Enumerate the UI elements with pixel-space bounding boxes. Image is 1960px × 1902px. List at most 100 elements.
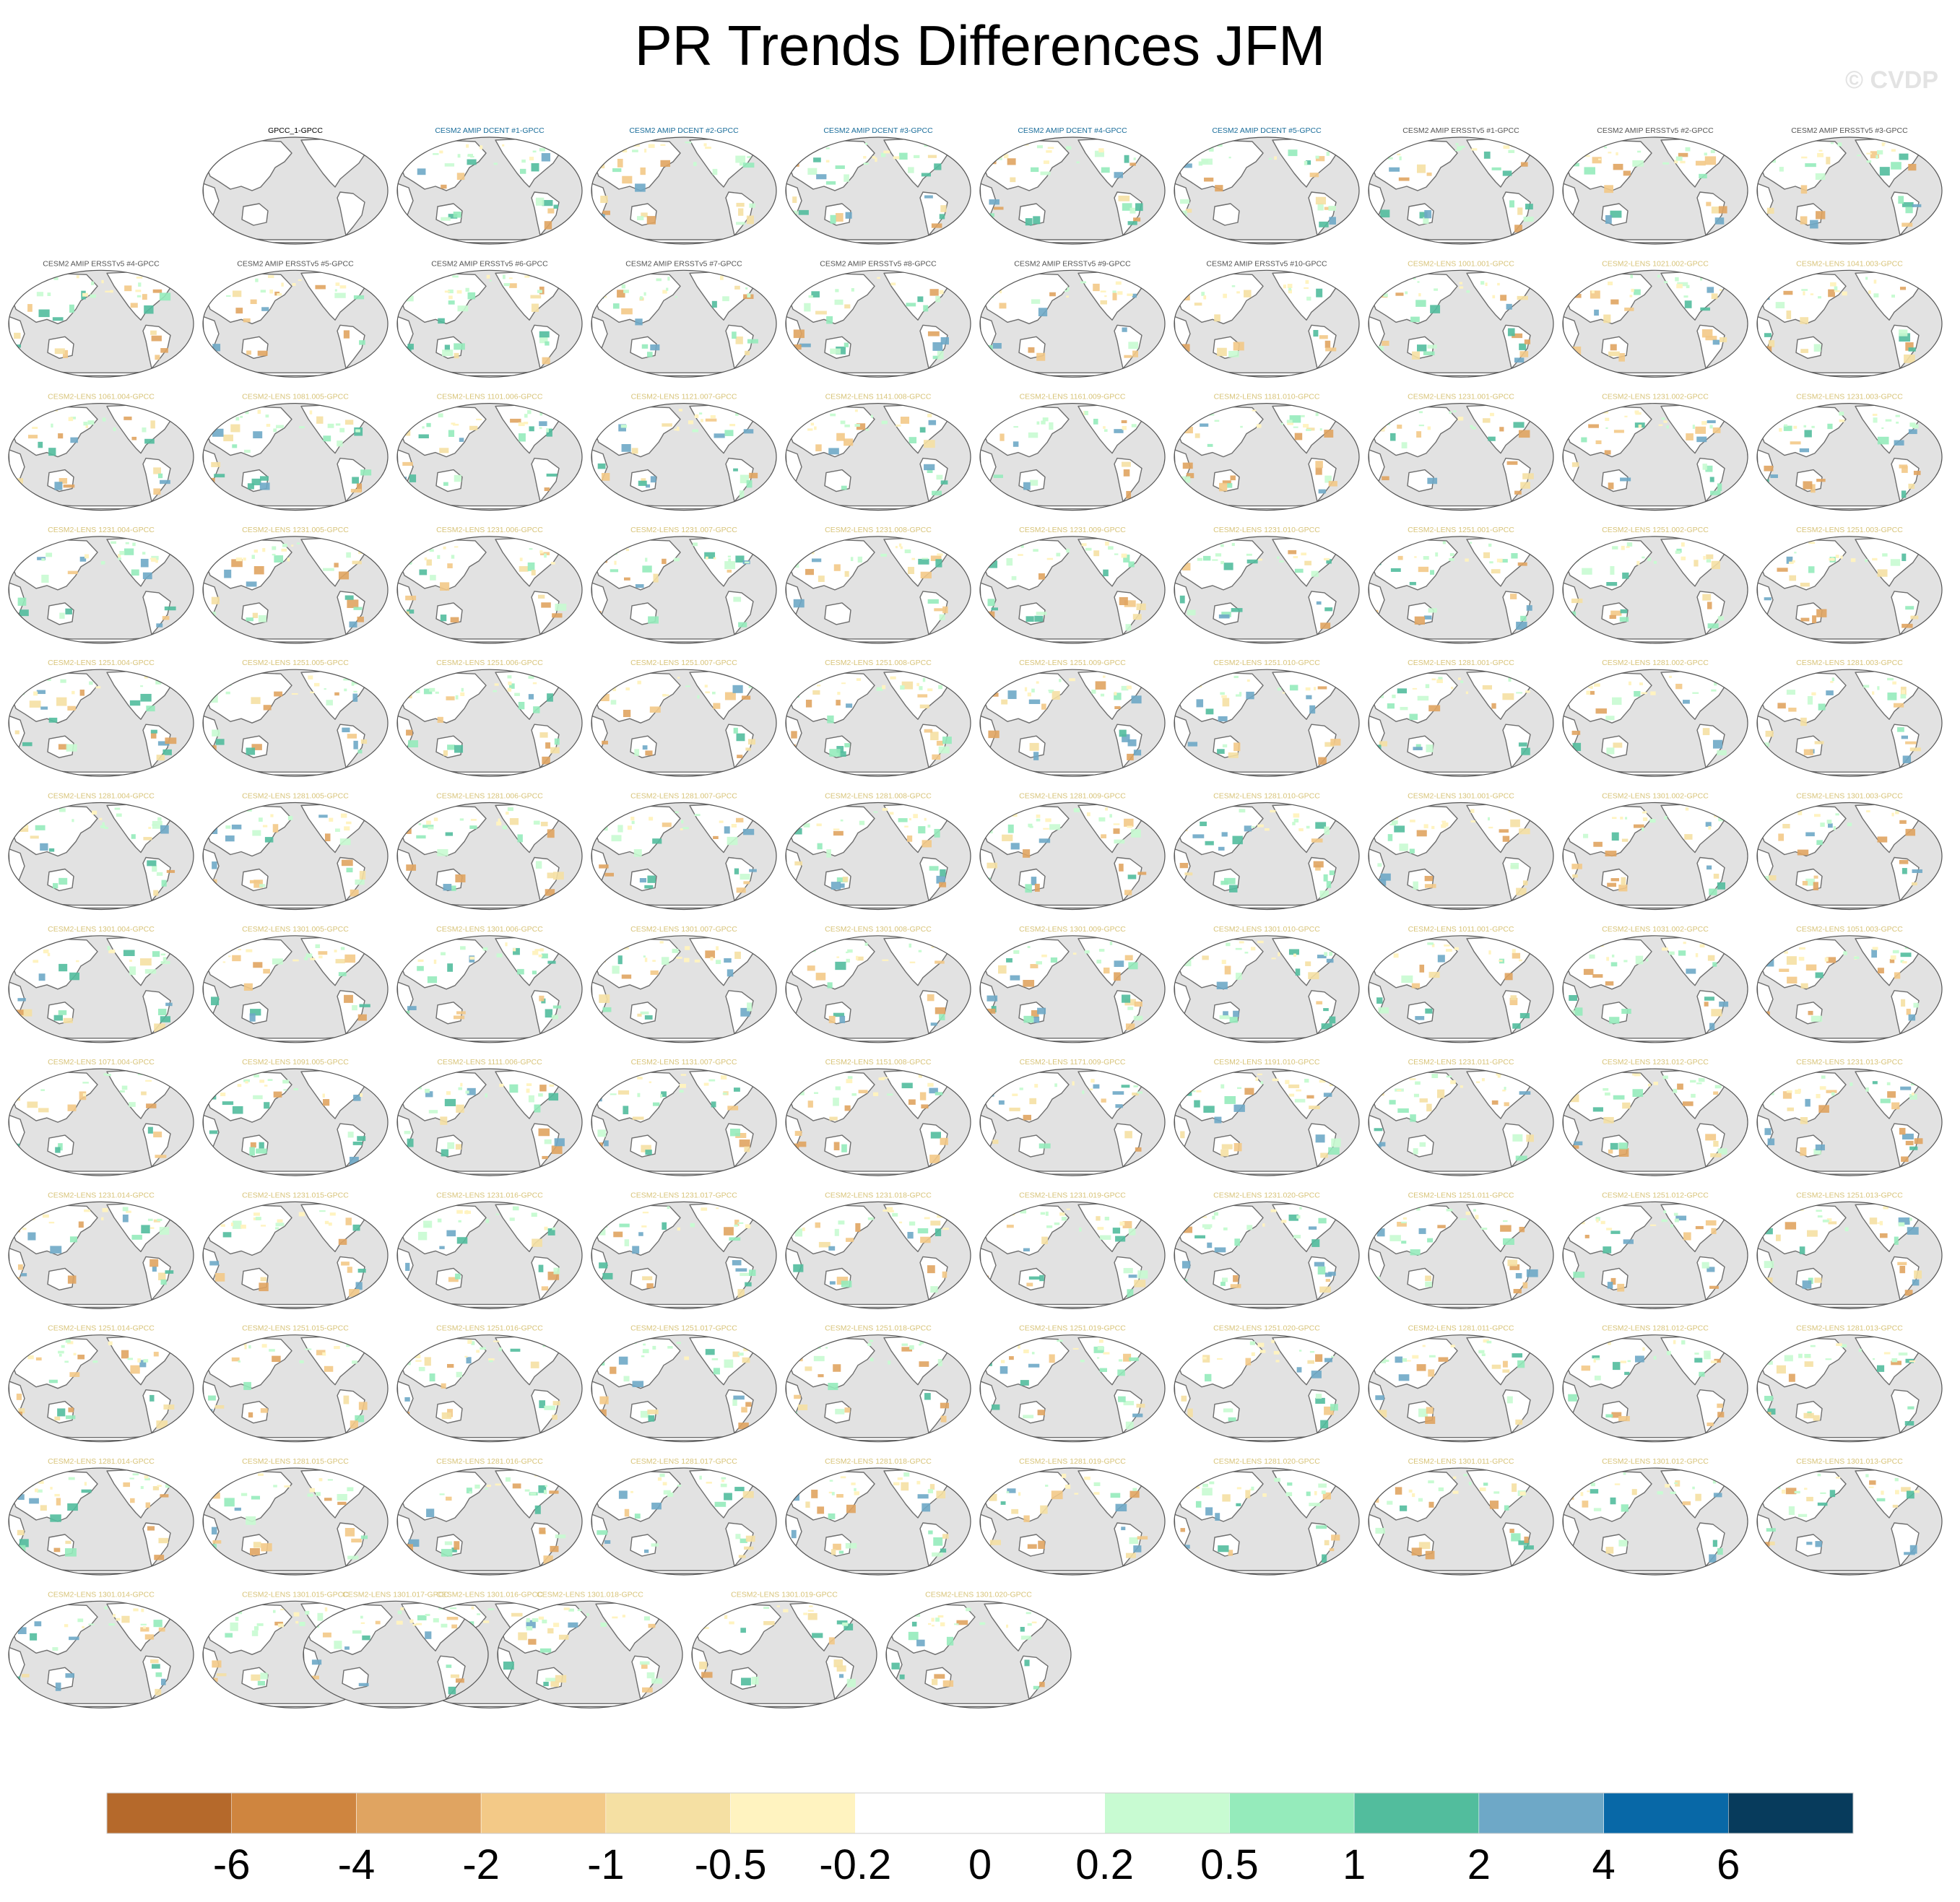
trend-cell bbox=[424, 557, 428, 560]
trend-cell bbox=[329, 1212, 336, 1216]
trend-cell bbox=[1010, 975, 1020, 981]
trend-cell bbox=[228, 955, 231, 957]
trend-cell bbox=[212, 344, 221, 352]
trend-cell bbox=[735, 155, 746, 163]
trend-cell bbox=[604, 295, 607, 298]
map-panel: CESM2-LENS 1281.007-GPCC bbox=[591, 792, 777, 911]
trend-cell bbox=[1136, 1404, 1145, 1408]
trend-cell bbox=[1891, 162, 1902, 170]
land-greenland bbox=[1335, 139, 1353, 154]
trend-cell bbox=[506, 1477, 511, 1482]
trend-cell bbox=[939, 614, 945, 620]
trend-cell bbox=[437, 848, 448, 856]
trend-cell bbox=[1405, 1360, 1411, 1362]
trend-cell bbox=[662, 1482, 667, 1486]
trend-cell bbox=[1212, 1215, 1215, 1220]
trend-cell bbox=[705, 950, 716, 958]
trend-cell bbox=[1642, 817, 1648, 822]
trend-cell bbox=[160, 348, 168, 353]
trend-cell bbox=[1224, 965, 1231, 975]
trend-cell bbox=[749, 869, 757, 872]
trend-cell bbox=[1719, 337, 1727, 342]
trend-cell bbox=[1081, 543, 1087, 547]
map-panel: CESM2-LENS 1231.015-GPCC bbox=[202, 1191, 389, 1310]
trend-cell bbox=[749, 1269, 756, 1276]
trend-cell bbox=[612, 687, 617, 692]
trend-cell bbox=[113, 427, 116, 432]
map-panel: CESM2-LENS 1251.017-GPCC bbox=[591, 1324, 777, 1443]
map-border bbox=[591, 1467, 777, 1576]
trend-cell bbox=[1692, 425, 1695, 429]
trend-cell bbox=[448, 214, 458, 219]
trend-cell bbox=[1500, 1225, 1512, 1232]
trend-cell bbox=[988, 556, 991, 560]
trend-cell bbox=[1568, 1094, 1579, 1103]
trend-cell bbox=[649, 1081, 651, 1083]
trend-cell bbox=[833, 828, 840, 830]
land-greenland bbox=[170, 405, 187, 420]
trend-cell bbox=[1031, 299, 1041, 304]
trend-cell bbox=[1179, 862, 1189, 869]
trend-cell bbox=[1717, 616, 1725, 621]
map-panel: CESM2-LENS 1231.017-GPCC bbox=[591, 1191, 777, 1310]
trend-cell bbox=[532, 950, 539, 955]
trend-cell bbox=[523, 422, 529, 425]
trend-cell bbox=[519, 433, 526, 442]
map-panel: CESM2-LENS 1231.010-GPCC bbox=[1174, 526, 1360, 644]
trend-cell bbox=[1380, 209, 1390, 218]
trend-cell bbox=[1685, 147, 1691, 152]
trend-cell bbox=[340, 813, 347, 818]
trend-cell bbox=[600, 958, 606, 963]
trend-cell bbox=[1409, 848, 1415, 854]
trend-cell bbox=[554, 1138, 565, 1147]
map-panel: CESM2 AMIP DCENT #2-GPCC bbox=[591, 126, 777, 245]
trend-cell bbox=[652, 838, 662, 844]
trend-cell bbox=[1049, 422, 1054, 430]
trend-cell bbox=[1010, 843, 1020, 850]
trend-cell bbox=[1826, 1090, 1837, 1093]
trend-cell bbox=[827, 982, 833, 989]
trend-cell bbox=[451, 1547, 457, 1553]
trend-cell bbox=[917, 1494, 929, 1499]
trend-cell bbox=[812, 278, 816, 282]
trend-cell bbox=[145, 1080, 152, 1082]
trend-cell bbox=[1683, 700, 1690, 704]
trend-cell bbox=[1028, 699, 1041, 704]
trend-cell bbox=[1785, 1222, 1797, 1230]
map-border bbox=[396, 1068, 583, 1176]
trend-cell bbox=[1418, 411, 1423, 414]
trend-cell bbox=[495, 1213, 500, 1215]
trend-cell bbox=[802, 1227, 805, 1231]
trend-cell bbox=[164, 1077, 167, 1080]
trend-cell bbox=[232, 290, 242, 298]
trend-cell bbox=[1317, 955, 1327, 959]
trend-cell bbox=[1411, 983, 1421, 989]
trend-cell bbox=[17, 1627, 27, 1634]
trend-cell bbox=[532, 970, 537, 975]
trend-cell bbox=[519, 566, 529, 572]
trend-cell bbox=[1218, 846, 1225, 851]
trend-cell bbox=[1521, 747, 1530, 755]
trend-cell bbox=[1416, 1364, 1426, 1371]
trend-cell bbox=[836, 700, 841, 705]
trend-cell bbox=[1323, 1093, 1332, 1097]
trend-cell bbox=[599, 1396, 609, 1404]
trend-cell bbox=[1566, 880, 1572, 885]
trend-cell bbox=[1105, 541, 1109, 546]
trend-cell bbox=[1524, 339, 1531, 344]
trend-cell bbox=[1023, 980, 1035, 987]
trend-cell bbox=[992, 1404, 1000, 1410]
trend-cell bbox=[355, 1415, 365, 1423]
trend-cell bbox=[1698, 1077, 1705, 1082]
trend-cell bbox=[54, 1493, 60, 1497]
trend-cell bbox=[685, 946, 690, 950]
trend-cell bbox=[685, 142, 692, 144]
trend-cell bbox=[1215, 185, 1223, 192]
trend-cell bbox=[733, 727, 738, 734]
trend-cell bbox=[933, 1537, 943, 1546]
trend-cell bbox=[467, 1087, 476, 1095]
trend-cell bbox=[547, 1228, 555, 1236]
trend-cell bbox=[624, 1239, 630, 1246]
trend-cell bbox=[899, 152, 908, 160]
trend-cell bbox=[986, 1348, 992, 1352]
